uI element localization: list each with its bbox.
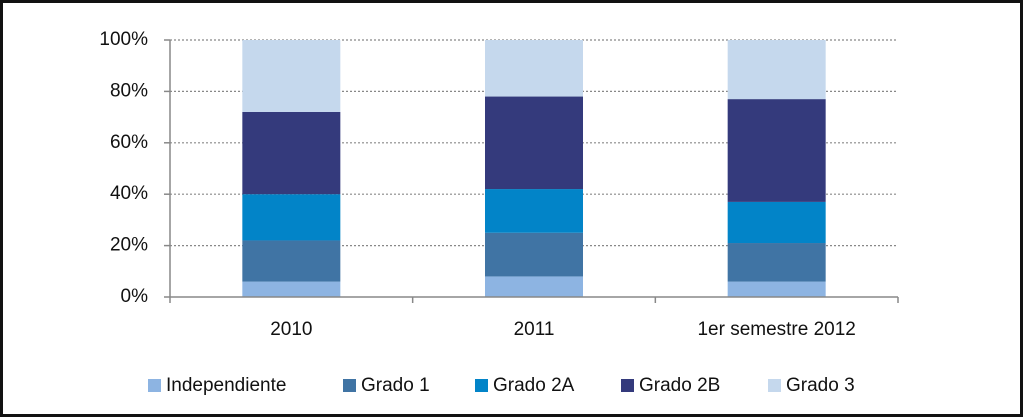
bar-segment	[485, 96, 583, 190]
x-tick-label: 2010	[270, 319, 312, 340]
y-tick-label: 40%	[110, 183, 148, 204]
y-tick-label: 80%	[110, 80, 148, 101]
legend-label: Grado 2B	[639, 375, 720, 396]
y-tick-label: 0%	[121, 286, 149, 307]
x-tick-label: 1er semestre 2012	[697, 319, 855, 340]
bar-segment	[727, 201, 826, 244]
legend-label: Grado 3	[786, 375, 855, 396]
legend-label: Grado 2A	[493, 375, 575, 396]
y-tick-label: 60%	[110, 132, 148, 153]
legend-swatch	[621, 379, 634, 392]
bar-segment	[727, 281, 826, 297]
y-tick-label: 20%	[110, 235, 148, 256]
bar-segment	[242, 40, 341, 112]
bar-segment	[485, 189, 583, 233]
bar-segment	[485, 40, 583, 97]
legend-swatch	[148, 379, 161, 392]
bar-segment	[485, 232, 583, 277]
bar-segment	[727, 99, 826, 202]
bar-segment	[485, 276, 583, 297]
bar-segment	[727, 243, 826, 282]
legend-swatch	[768, 379, 781, 392]
bar-segment	[242, 240, 341, 282]
y-tick-label: 100%	[99, 29, 148, 50]
bar-segment	[242, 281, 341, 297]
bar-segment	[727, 40, 826, 100]
bar-segment	[242, 111, 341, 195]
bar-segment	[242, 194, 341, 241]
x-tick-label: 2011	[514, 319, 555, 340]
legend-swatch	[343, 379, 356, 392]
legend-swatch	[475, 379, 488, 392]
legend-label: Grado 1	[361, 375, 430, 396]
legend-label: Independiente	[166, 375, 286, 396]
